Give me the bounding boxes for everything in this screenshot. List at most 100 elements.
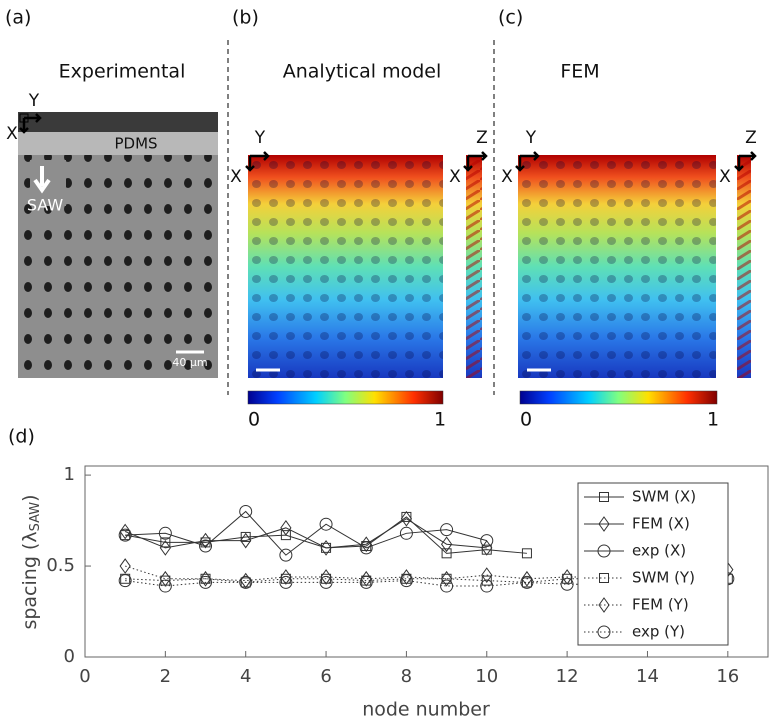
marker [597, 625, 611, 639]
colorbar-tick: 0 [520, 409, 532, 431]
y-axis-label-part: ) [19, 494, 41, 501]
series-line [125, 578, 728, 587]
marker [280, 519, 292, 536]
series-line [125, 578, 728, 583]
marker [199, 539, 213, 553]
marker [520, 575, 534, 589]
marker [279, 548, 293, 562]
marker [319, 517, 333, 531]
marker [360, 570, 372, 587]
saw-arrow [33, 166, 51, 194]
legend-label: exp (X) [632, 542, 686, 560]
marker [521, 577, 532, 588]
marker [599, 573, 609, 583]
triad [515, 151, 540, 172]
marker [279, 575, 293, 589]
marker [399, 574, 413, 588]
x-axis-label: node number [362, 699, 490, 721]
x-tick-label: 8 [401, 666, 412, 687]
x-tick-label: 12 [556, 666, 579, 687]
y-tick-label: 0 [64, 646, 75, 667]
marker [239, 504, 253, 518]
legend-label: SWM (Y) [632, 569, 695, 587]
legend-label: FEM (X) [632, 515, 690, 533]
marker [320, 569, 332, 585]
side-heatmap [466, 155, 482, 378]
colorbar-tick: 0 [248, 409, 260, 431]
legend-label: exp (Y) [632, 623, 685, 641]
panel-title: Experimental [59, 61, 186, 83]
marker [400, 569, 413, 585]
series-line [125, 510, 487, 556]
axis-name: X [230, 167, 242, 187]
marker [440, 579, 454, 593]
triad [463, 151, 488, 172]
x-tick-label: 10 [475, 666, 498, 687]
triad [734, 151, 757, 172]
panel-label: (c) [498, 7, 523, 29]
marker [598, 597, 610, 613]
marker [118, 528, 132, 542]
marker [521, 548, 532, 559]
annotation: 40 µm [172, 356, 207, 369]
marker [440, 570, 453, 587]
y-tick-label: 0.5 [46, 555, 75, 576]
panel-label: (b) [232, 7, 259, 29]
marker [440, 536, 453, 553]
y-axis-label-part: spacing (λ [19, 531, 41, 629]
axis-name: Y [254, 128, 266, 148]
marker [359, 575, 373, 589]
axis-name: Z [745, 128, 757, 148]
x-tick-label: 2 [160, 666, 171, 687]
axis-name: X [449, 167, 461, 187]
marker [119, 558, 131, 574]
marker [480, 534, 494, 548]
marker [521, 570, 533, 587]
marker [319, 575, 333, 589]
x-tick-label: 4 [240, 666, 251, 687]
x-tick-label: 6 [320, 666, 331, 687]
axis-name: Y [525, 128, 537, 148]
heatmap-nodes [248, 155, 443, 378]
marker [598, 516, 610, 532]
legend-box [577, 482, 729, 646]
marker [280, 569, 292, 585]
marker [481, 575, 492, 586]
marker [240, 532, 252, 549]
annotation: SAW [27, 196, 64, 215]
axis-name: X [501, 167, 513, 187]
marker [599, 492, 609, 502]
marker [280, 530, 291, 541]
marker [480, 579, 494, 593]
axis-name: X [6, 124, 18, 144]
triad [245, 151, 270, 172]
pdms-layer [18, 132, 218, 155]
marker [158, 526, 172, 540]
marker [199, 532, 212, 549]
y-axis-label: spacing (λSAW) [19, 494, 43, 629]
marker [399, 526, 413, 540]
triad [19, 113, 42, 134]
marker [160, 537, 171, 548]
marker [158, 579, 172, 593]
marker [441, 548, 452, 559]
pdms-edge [18, 112, 218, 132]
marker [159, 539, 171, 556]
marker [239, 575, 253, 589]
x-tick-label: 0 [79, 666, 90, 687]
panel-title: Analytical model [283, 61, 442, 83]
marker [199, 570, 212, 587]
marker [240, 572, 252, 589]
marker [320, 539, 332, 556]
panel-label: (d) [8, 426, 35, 448]
marker [118, 574, 132, 588]
marker [199, 575, 213, 589]
marker [119, 523, 131, 540]
colorbar [247, 390, 444, 405]
marker [440, 523, 454, 537]
marker [359, 541, 373, 555]
y-axis-label-part: SAW [28, 502, 43, 532]
marker [561, 569, 573, 585]
y-tick-label: 1 [64, 464, 75, 485]
